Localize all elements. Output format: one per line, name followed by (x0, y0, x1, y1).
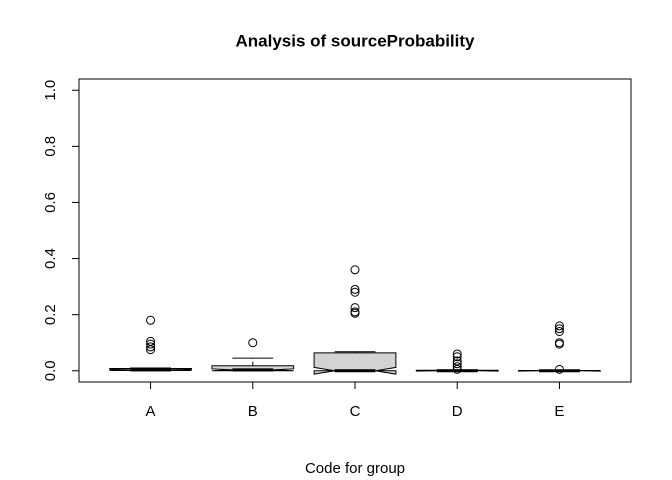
outlier (350, 308, 360, 318)
outlier (452, 352, 462, 362)
outlier (146, 339, 156, 349)
box (313, 352, 397, 375)
outlier (554, 364, 564, 374)
x-tick-label: C (350, 403, 361, 420)
outlier (350, 284, 360, 294)
x-tick-label: A (146, 403, 156, 420)
outlier (554, 321, 564, 331)
outlier (350, 303, 360, 313)
y-tick-label: 1.0 (42, 80, 59, 101)
outlier (452, 362, 462, 372)
outlier (452, 359, 462, 369)
outlier (350, 287, 360, 297)
outlier (350, 265, 360, 275)
outlier (554, 339, 564, 349)
outlier (146, 315, 156, 325)
outlier (452, 349, 462, 359)
y-tick-label: 0.0 (42, 360, 59, 381)
x-axis-label: Code for group (305, 460, 405, 477)
outlier (146, 342, 156, 352)
x-tick-label: B (248, 403, 258, 420)
y-tick-label: 0.4 (42, 248, 59, 269)
x-tick-label: D (452, 403, 463, 420)
plot-frame (78, 78, 632, 383)
y-tick-label: 0.8 (42, 136, 59, 157)
y-tick-label: 0.2 (42, 304, 59, 325)
y-tick-label: 0.6 (42, 192, 59, 213)
outlier (452, 364, 462, 374)
outlier (146, 345, 156, 355)
outlier (554, 324, 564, 334)
outlier (248, 338, 258, 348)
x-tick-label: E (554, 403, 564, 420)
outlier (554, 327, 564, 336)
chart-title: Analysis of sourceProbability (235, 31, 475, 50)
